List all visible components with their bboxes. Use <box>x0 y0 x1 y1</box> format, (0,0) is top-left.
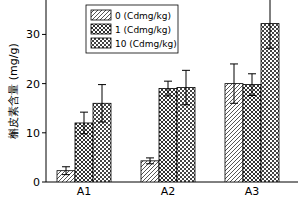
legend-label: 10 (Cdmg/kg) <box>115 39 177 49</box>
legend-swatch <box>91 24 111 34</box>
error-cap <box>98 84 106 85</box>
x-tick-label: A3 <box>245 185 260 198</box>
plot <box>57 0 279 182</box>
error-cap <box>230 63 238 64</box>
legend-label: 0 (Cdmg/kg) <box>115 11 171 21</box>
legend-box <box>86 5 178 53</box>
error-line <box>150 158 151 164</box>
error-bar <box>146 158 154 164</box>
error-cap <box>62 174 70 175</box>
error-cap <box>248 95 256 96</box>
error-cap <box>62 166 70 167</box>
legend-label: 1 (Cdmg/kg) <box>115 25 171 35</box>
error-cap <box>146 163 154 164</box>
y-tick <box>42 34 46 35</box>
error-cap <box>164 95 172 96</box>
error-bar <box>248 74 256 96</box>
error-cap <box>80 133 88 134</box>
error-line <box>66 167 67 175</box>
error-bar <box>266 0 274 48</box>
y-tick-label: 0 <box>33 176 40 189</box>
y-tick-label: 10 <box>26 127 40 140</box>
y-axis-label: 槲皮素含量 (mg/g) <box>7 43 20 138</box>
x-tick-label: A2 <box>161 185 176 198</box>
y-tick-label: 30 <box>26 28 40 41</box>
error-cap <box>98 121 106 122</box>
bar <box>141 161 159 182</box>
error-bar <box>230 64 238 103</box>
error-bar <box>80 112 88 134</box>
error-cap <box>146 157 154 158</box>
legend-swatch <box>91 38 111 48</box>
chart: 0 10 20 30 槲皮素含量 (mg/g) A1 A2 A3 0 (Cdmg/kg) 1 (C… <box>0 0 300 200</box>
x-tick-label: A1 <box>77 185 92 198</box>
error-cap <box>164 81 172 82</box>
bar <box>159 89 177 182</box>
error-cap <box>80 112 88 113</box>
error-line <box>84 112 85 134</box>
error-line <box>270 0 271 48</box>
error-bar <box>98 85 106 122</box>
y-tick <box>42 132 46 133</box>
error-bar <box>62 167 70 175</box>
error-cap <box>248 73 256 74</box>
legend-swatch <box>91 10 111 20</box>
error-line <box>102 85 103 122</box>
bar <box>243 85 261 182</box>
error-bar <box>182 70 190 104</box>
error-line <box>168 81 169 96</box>
y-tick <box>42 83 46 84</box>
error-line <box>234 64 235 103</box>
error-bar <box>164 81 172 96</box>
error-line <box>186 70 187 104</box>
error-cap <box>266 48 274 49</box>
error-cap <box>230 103 238 104</box>
y-tick-label: 20 <box>26 78 40 91</box>
error-line <box>252 74 253 96</box>
error-cap <box>182 70 190 71</box>
error-cap <box>182 104 190 105</box>
y-tick <box>42 182 46 183</box>
y-axis <box>46 0 47 182</box>
